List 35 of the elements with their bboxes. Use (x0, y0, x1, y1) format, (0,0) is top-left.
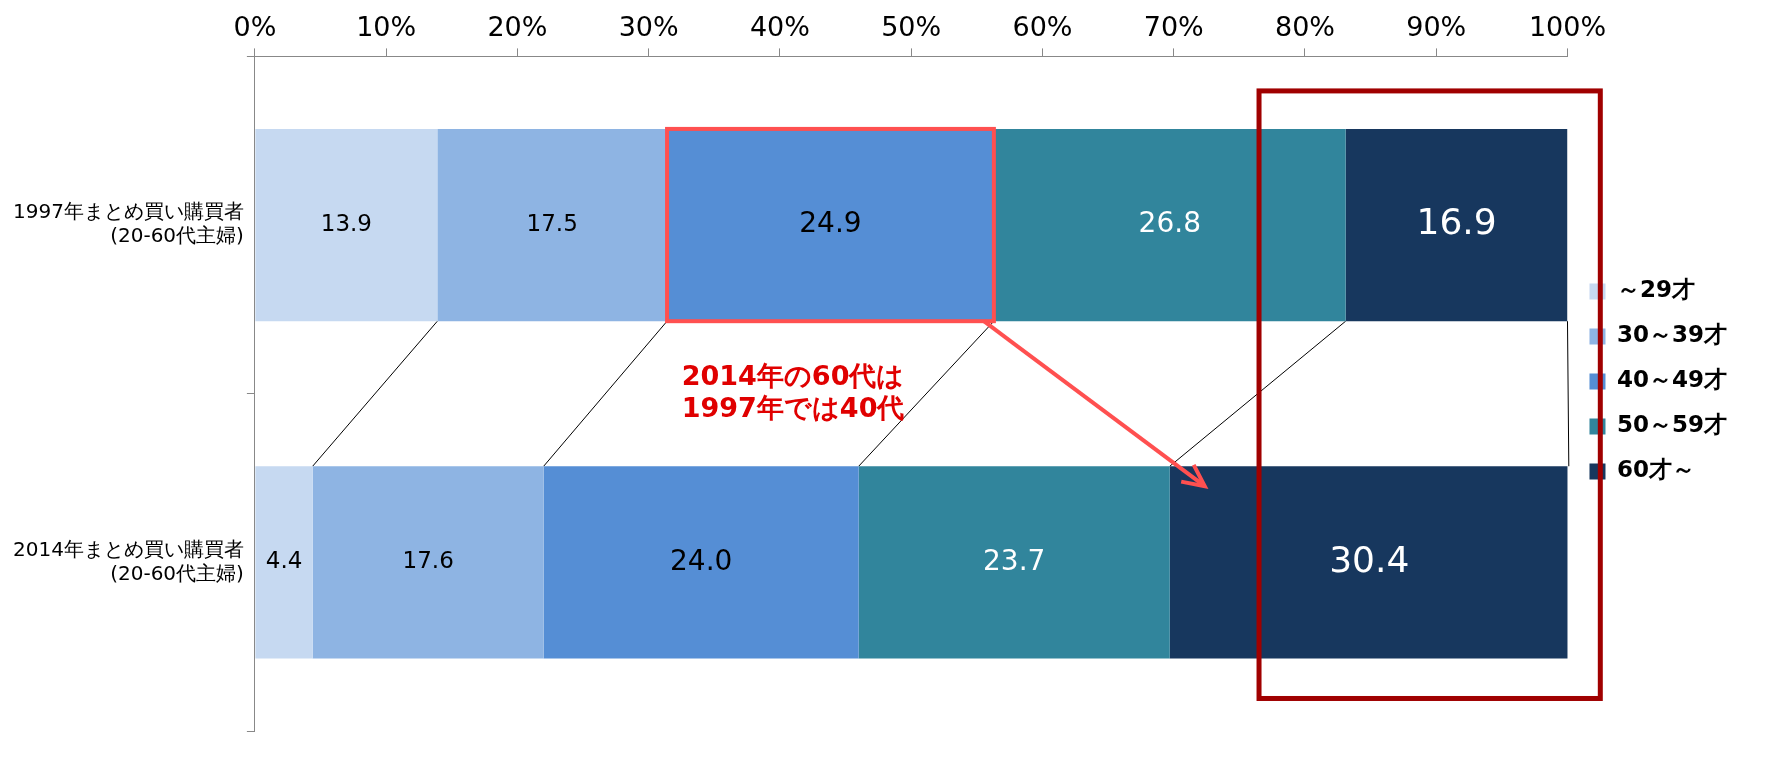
annotation: 2014年の60代は 1997年では40代 (681, 359, 905, 423)
data-label: 17.5 (526, 210, 578, 237)
legend-label: 60才～ (1616, 456, 1695, 483)
bar (1169, 466, 1568, 659)
x-tick-label: 90% (1406, 11, 1467, 43)
data-label: 16.9 (1416, 201, 1497, 243)
bar (255, 466, 313, 659)
data-label: 30.4 (1329, 538, 1410, 580)
data-label: 13.9 (320, 210, 372, 237)
legend-label: 30～39才 (1616, 321, 1727, 348)
bar (1345, 128, 1568, 322)
x-tick-label: 50% (881, 11, 942, 43)
y-tick-label: 1997年まとめ買い購買者 (20-60代主婦) (12, 199, 244, 248)
x-tick-label: 80% (1274, 11, 1335, 43)
data-label: 24.0 (670, 543, 733, 577)
bar (312, 466, 544, 659)
data-label: 4.4 (265, 547, 303, 574)
x-tick-label: 70% (1143, 11, 1204, 43)
x-tick-label: 0% (233, 11, 277, 43)
legend-label: 40～49才 (1616, 366, 1727, 393)
bar (543, 466, 859, 659)
legend-label: 50～59才 (1616, 411, 1727, 438)
data-label: 24.9 (799, 206, 862, 240)
bar (255, 128, 438, 322)
x-tick-label: 20% (487, 11, 548, 43)
x-tick-label: 100% (1528, 11, 1607, 43)
data-label: 26.8 (1138, 206, 1201, 240)
x-tick-label: 30% (618, 11, 679, 43)
x-tick-label: 40% (749, 11, 810, 43)
data-label: 23.7 (983, 543, 1046, 577)
x-tick-label: 60% (1012, 11, 1073, 43)
data-label: 17.6 (402, 547, 454, 574)
legend-label: ～29才 (1616, 276, 1695, 303)
x-tick-label: 10% (356, 11, 417, 43)
y-tick-label: 2014年まとめ買い購買者 (20-60代主婦) (12, 536, 244, 585)
